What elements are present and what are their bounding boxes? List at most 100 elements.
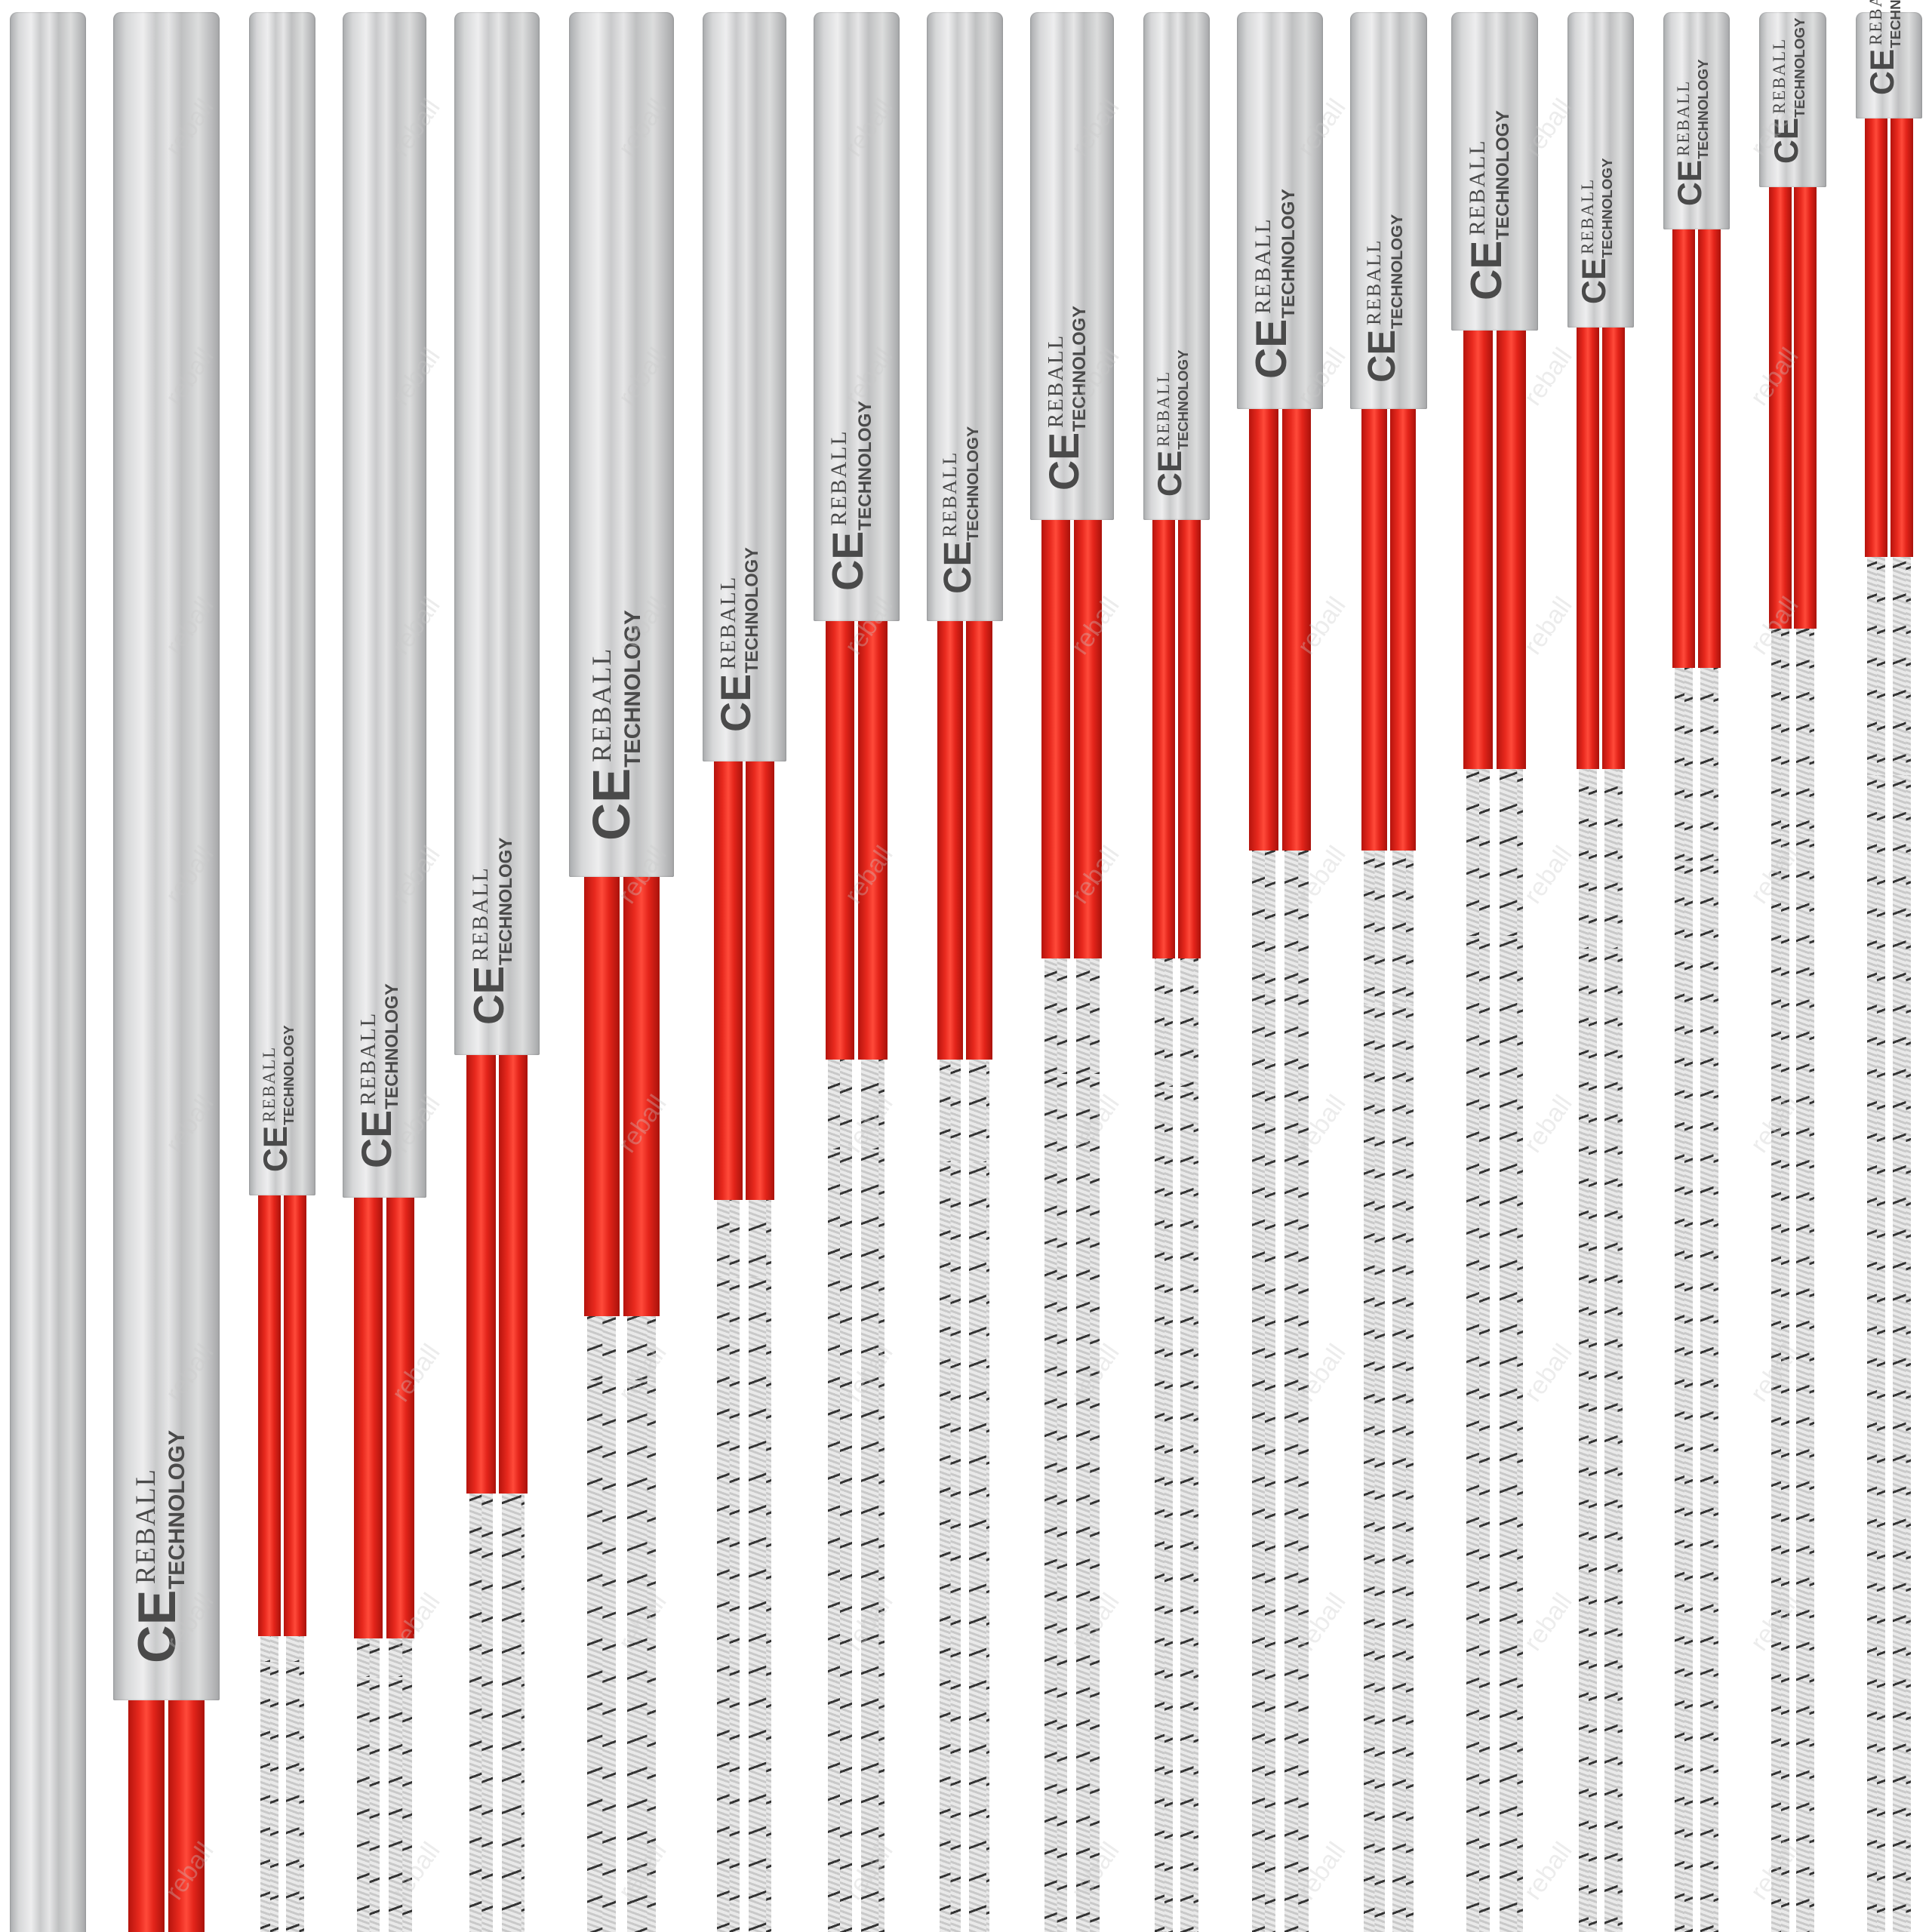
- braided-lead-wire: [389, 1638, 412, 1932]
- braided-lead-wire: [1796, 628, 1815, 1932]
- ce-mark: CE: [1767, 118, 1805, 165]
- brand-label-technology: TECHNOLOGY: [963, 426, 983, 541]
- red-lead-wire: [1463, 327, 1494, 769]
- brand-label-reball: REBALL: [586, 647, 617, 762]
- ce-mark: CE: [935, 541, 979, 595]
- red-lead-wire: [1249, 406, 1279, 851]
- metal-sheath: [569, 12, 675, 878]
- metal-sheath: [1237, 12, 1324, 410]
- ce-mark: CE: [823, 531, 872, 591]
- metal-sheath: [702, 12, 786, 761]
- brand-label-technology: TECHNOLOGY: [1791, 17, 1807, 118]
- braided-lead-wire: [627, 1315, 656, 1932]
- red-lead-wire: [258, 1192, 281, 1637]
- brand-label-technology: TECHNOLOGY: [1887, 0, 1903, 48]
- red-lead-wire: [937, 617, 964, 1060]
- ce-mark: CE: [1359, 329, 1403, 383]
- ce-mark: CE: [582, 768, 641, 841]
- braided-lead-wire: [828, 1060, 852, 1932]
- braided-lead-wire: [860, 1060, 884, 1932]
- red-lead-wire: [168, 1697, 205, 1932]
- metal-sheath: [1451, 12, 1538, 331]
- red-lead-wire: [966, 617, 992, 1060]
- brand-label-reball: REBALL: [259, 1045, 278, 1122]
- red-lead-wire: [1601, 325, 1625, 769]
- braided-lead-wire: [1363, 850, 1385, 1932]
- ce-mark: CE: [1575, 258, 1613, 305]
- metal-sheath: [1855, 12, 1922, 118]
- braided-lead-wire: [1155, 958, 1174, 1932]
- braided-lead-wire: [1076, 958, 1100, 1932]
- red-lead-wire: [354, 1194, 383, 1639]
- braided-lead-wire: [1700, 667, 1718, 1932]
- braided-lead-wire: [1604, 768, 1623, 1932]
- braided-lead-wire: [1044, 958, 1068, 1932]
- metal-sheath: [1350, 12, 1427, 410]
- braided-lead-wire: [1770, 628, 1789, 1932]
- metal-sheath: [10, 12, 87, 1932]
- red-lead-wire: [623, 874, 660, 1316]
- brand-label-technology: TECHNOLOGY: [1386, 214, 1406, 329]
- metal-sheath: [1759, 12, 1826, 188]
- red-lead-wire: [825, 617, 855, 1060]
- red-lead-wire: [1672, 226, 1696, 668]
- braided-lead-wire: [285, 1636, 304, 1932]
- ce-mark: CE: [1863, 48, 1901, 95]
- braided-lead-wire: [1867, 556, 1886, 1932]
- braided-lead-wire: [357, 1638, 380, 1932]
- brand-label-technology: TECHNOLOGY: [280, 1025, 297, 1126]
- red-lead-wire: [746, 758, 775, 1201]
- red-lead-wire: [466, 1051, 496, 1494]
- braided-lead-wire: [968, 1060, 990, 1932]
- braided-lead-wire: [469, 1493, 493, 1932]
- ce-mark: CE: [1040, 432, 1088, 491]
- braided-lead-wire: [587, 1315, 617, 1932]
- brand-label-reball: REBALL: [1153, 370, 1173, 447]
- red-lead-wire: [1697, 226, 1721, 668]
- red-lead-wire: [386, 1194, 415, 1639]
- brand-label-reball: REBALL: [715, 575, 740, 669]
- ce-mark: CE: [257, 1125, 294, 1172]
- brand-label-technology: TECHNOLOGY: [1598, 158, 1615, 258]
- ce-mark: CE: [1462, 240, 1511, 300]
- braided-lead-wire: [1892, 556, 1911, 1932]
- brand-label-technology: TECHNOLOGY: [165, 1429, 190, 1589]
- metal-sheath: [248, 12, 315, 1195]
- metal-sheath: [454, 12, 540, 1055]
- red-lead-wire: [1041, 516, 1071, 959]
- ce-mark: CE: [1152, 450, 1189, 497]
- brand-label-reball: REBALL: [1577, 178, 1597, 255]
- braided-lead-wire: [1579, 768, 1598, 1932]
- metal-sheath: [113, 12, 220, 1701]
- braided-lead-wire: [749, 1200, 772, 1932]
- red-lead-wire: [714, 758, 743, 1201]
- metal-sheath: [1567, 12, 1634, 328]
- ce-mark: CE: [465, 965, 513, 1026]
- red-lead-wire: [857, 617, 888, 1060]
- metal-sheath: [926, 12, 1003, 621]
- ce-mark: CE: [712, 674, 760, 733]
- brand-label-technology: TECHNOLOGY: [1278, 189, 1300, 319]
- red-lead-wire: [1890, 115, 1913, 557]
- brand-label-technology: TECHNOLOGY: [495, 837, 516, 966]
- brand-label-reball: REBALL: [468, 866, 493, 961]
- braided-lead-wire: [1675, 667, 1694, 1932]
- red-lead-wire: [499, 1051, 528, 1494]
- braided-lead-wire: [940, 1060, 961, 1932]
- cartridge-heater: [10, 0, 87, 1932]
- brand-label-reball: REBALL: [1251, 217, 1275, 315]
